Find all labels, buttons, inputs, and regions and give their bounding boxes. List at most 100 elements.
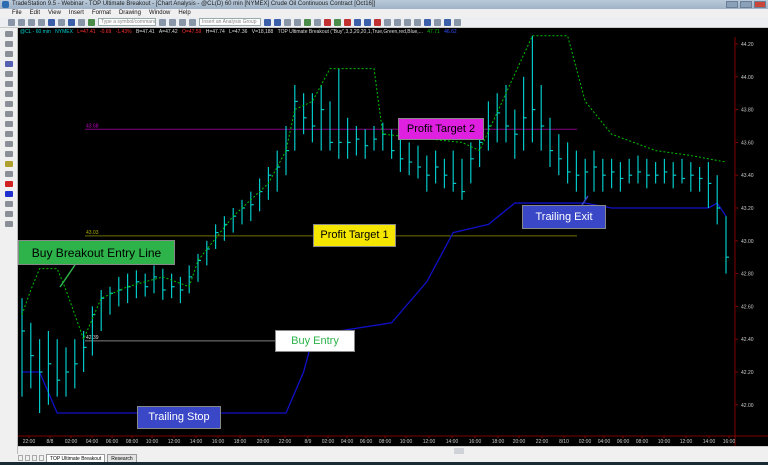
line-icon[interactable]: [4, 171, 13, 177]
go-icon[interactable]: [159, 18, 166, 26]
time-tick-label: 06:00: [106, 439, 119, 445]
network-icon[interactable]: [284, 18, 291, 26]
gear-icon[interactable]: [314, 18, 321, 26]
menu-format[interactable]: Format: [91, 10, 111, 16]
symbol-label: @CL - 60 min: [20, 29, 51, 35]
menu-file[interactable]: File: [12, 10, 22, 16]
grid-icon[interactable]: [169, 18, 176, 26]
prev-tab-button[interactable]: [25, 455, 30, 461]
menu-help[interactable]: Help: [178, 10, 191, 16]
time-tick-label: 22:00: [279, 439, 292, 445]
analysis-group-input[interactable]: Insert an Analysis Group: [199, 18, 261, 26]
title-bar: TradeStation 9.5 - Webinar - TOP Ultimat…: [0, 0, 768, 9]
ray-icon[interactable]: [4, 81, 13, 87]
insert-icon[interactable]: [4, 61, 13, 67]
bars-icon[interactable]: [4, 41, 13, 47]
copy-icon[interactable]: [414, 18, 421, 26]
first-tab-button[interactable]: [18, 455, 23, 461]
pencil-icon[interactable]: [4, 161, 13, 167]
study-value-2: 46.62: [444, 29, 457, 35]
bar-icon[interactable]: [334, 18, 341, 26]
folder-icon[interactable]: [38, 18, 45, 26]
globe-icon[interactable]: [304, 18, 311, 26]
time-tick-label: 16:00: [212, 439, 225, 445]
time-tick-label: 18:00: [234, 439, 247, 445]
record-icon[interactable]: [324, 18, 331, 26]
study-label: TOP Ultimate Breakout ("Buy",3,3,20,20,1…: [277, 29, 423, 35]
study-value-1: 47.71: [427, 29, 440, 35]
color-icon[interactable]: [374, 18, 381, 26]
maximize-button[interactable]: [740, 1, 752, 8]
eraser-icon[interactable]: [4, 141, 13, 147]
time-tick-label: 04:00: [598, 439, 611, 445]
menu-drawing[interactable]: Drawing: [118, 10, 141, 16]
menu-view[interactable]: View: [48, 10, 61, 16]
channel-icon[interactable]: [4, 91, 13, 97]
window2-icon[interactable]: [294, 18, 301, 26]
pointer-icon[interactable]: [4, 31, 13, 37]
save-icon[interactable]: [28, 18, 35, 26]
menu-insert[interactable]: Insert: [68, 10, 84, 16]
down-arrow-icon[interactable]: [4, 191, 13, 197]
analysis-icon[interactable]: [264, 18, 271, 26]
zoom-in-icon[interactable]: [394, 18, 401, 26]
time-tick-label: 08:00: [126, 439, 139, 445]
screen-icon[interactable]: [424, 18, 431, 26]
layout-icon[interactable]: [68, 18, 75, 26]
volume: V=18,188: [251, 29, 274, 35]
tab-top-ultimate-breakout[interactable]: TOP Ultimate Breakout: [46, 454, 106, 462]
time-tick-label: 02:00: [322, 439, 335, 445]
menu-window[interactable]: Window: [148, 10, 171, 16]
arc-icon[interactable]: [4, 151, 13, 157]
open-icon[interactable]: [18, 18, 25, 26]
format-icon[interactable]: [384, 18, 391, 26]
chart-icon[interactable]: [88, 18, 95, 26]
toolbar: Type a symbol/command Insert an Analysis…: [0, 17, 768, 28]
angle-icon[interactable]: [4, 111, 13, 117]
crosshair-icon[interactable]: [354, 18, 361, 26]
refresh-icon[interactable]: [444, 18, 451, 26]
symbol-input[interactable]: Type a symbol/command: [98, 18, 156, 26]
minimize-button[interactable]: [726, 1, 738, 8]
analysis2-icon[interactable]: [274, 18, 281, 26]
price-tick-label: 43.00: [741, 239, 754, 245]
window-controls: [726, 1, 766, 8]
menu-bar: File Edit View Insert Format Drawing Win…: [0, 9, 768, 17]
text-icon[interactable]: [4, 221, 13, 227]
rectangle-icon[interactable]: [4, 211, 13, 217]
up-arrow-icon[interactable]: [4, 181, 13, 187]
tools-icon[interactable]: [434, 18, 441, 26]
window-icon[interactable]: [48, 18, 55, 26]
tab-research[interactable]: Research: [107, 454, 137, 462]
horizontal-line-icon[interactable]: [4, 121, 13, 127]
price-tick-label: 44.00: [741, 75, 754, 81]
horizontal-scrollbar[interactable]: [18, 446, 768, 454]
scrollbar-thumb[interactable]: [454, 448, 464, 454]
candle-icon[interactable]: [344, 18, 351, 26]
time-tick-label: 06:00: [617, 439, 630, 445]
last-tab-button[interactable]: [39, 455, 44, 461]
settings-icon[interactable]: [189, 18, 196, 26]
zoom-out-icon[interactable]: [404, 18, 411, 26]
trendline-icon[interactable]: [4, 71, 13, 77]
fib-icon[interactable]: [4, 101, 13, 107]
callout-buy-entry: Buy Entry: [275, 330, 355, 352]
menu-edit[interactable]: Edit: [29, 10, 41, 16]
exchange-label: NYMEX: [55, 29, 73, 35]
ellipse-icon[interactable]: [4, 201, 13, 207]
print-icon[interactable]: [58, 18, 65, 26]
lines-icon[interactable]: [4, 51, 13, 57]
price-tick-label: 44.20: [741, 42, 754, 48]
grid2-icon[interactable]: [179, 18, 186, 26]
vertical-line-icon[interactable]: [4, 131, 13, 137]
time-tick-label: 06:00: [360, 439, 373, 445]
price-tick-label: 42.20: [741, 370, 754, 376]
lock-icon[interactable]: [78, 18, 85, 26]
time-tick-label: 14:00: [446, 439, 459, 445]
new-icon[interactable]: [8, 18, 15, 26]
scroll-icon[interactable]: [364, 18, 371, 26]
next-tab-button[interactable]: [32, 455, 37, 461]
close-button[interactable]: [754, 1, 766, 8]
time-tick-label: 8/9: [305, 439, 312, 445]
time-tick-label: 04:00: [341, 439, 354, 445]
